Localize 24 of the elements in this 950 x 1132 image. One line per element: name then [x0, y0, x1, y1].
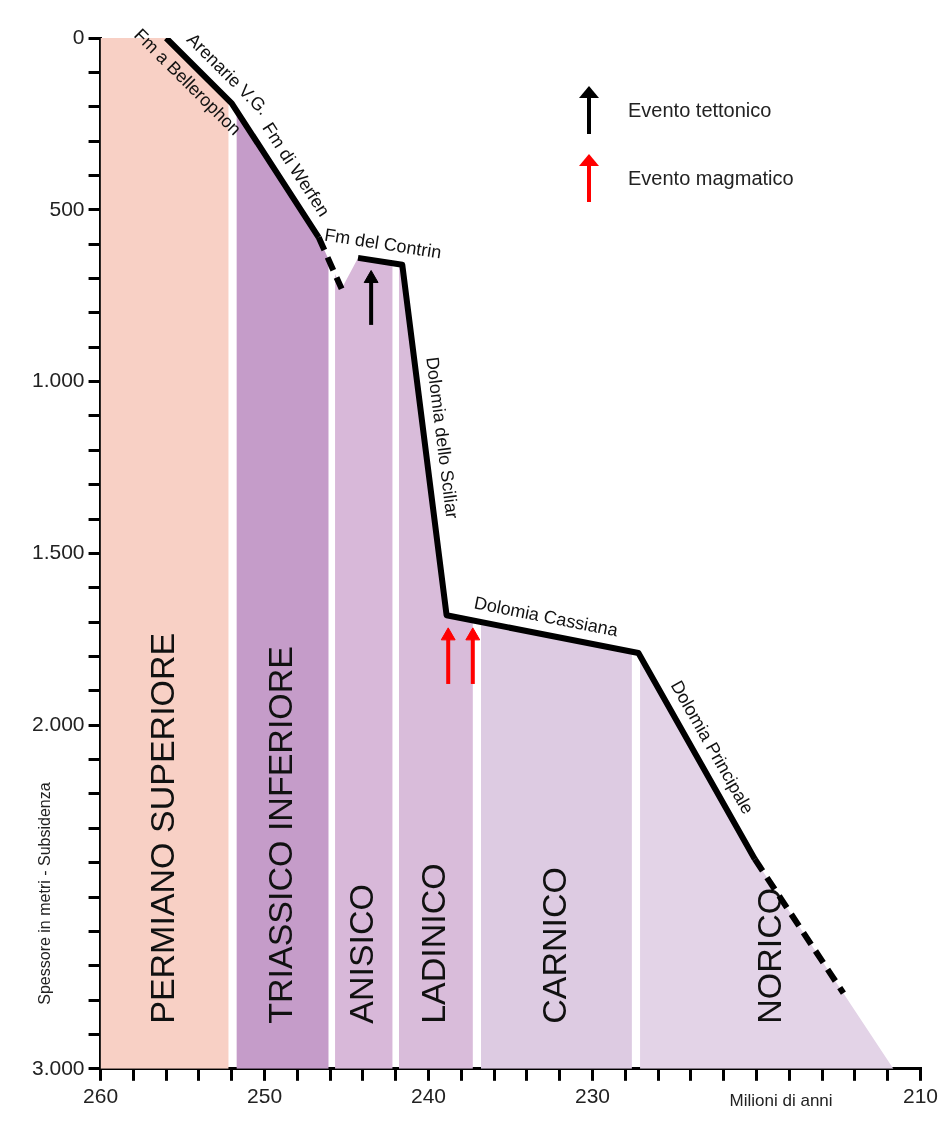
- y-tick-label: 500: [49, 196, 85, 220]
- y-axis-title: Spessore in metri - Subsidenza: [35, 782, 53, 1005]
- annotation: Dolomia dello Sciliar: [422, 355, 463, 520]
- legend-label: Evento magmatico: [628, 166, 794, 190]
- y-tick-label: 1.000: [31, 368, 85, 392]
- band-label: LADINICO: [414, 863, 453, 1024]
- annotation: Dolomia Cassiana: [472, 592, 621, 641]
- band-label: TRIASSICO INFERIORE: [260, 645, 299, 1024]
- band-label: NORICO: [750, 887, 789, 1024]
- band-label: PERMIANO SUPERIORE: [142, 632, 181, 1024]
- x-tick-label: 210: [902, 1084, 938, 1108]
- x-tick-label: 250: [247, 1084, 283, 1108]
- x-tick-label: 240: [411, 1084, 447, 1108]
- y-tick-label: 0: [72, 24, 85, 48]
- band-label: ANISICO: [342, 883, 381, 1024]
- x-tick-label: 260: [83, 1084, 119, 1108]
- annotation: Fm del Contrin: [323, 224, 443, 263]
- band-label: CARNICO: [534, 867, 573, 1024]
- legend-label: Evento tettonico: [628, 98, 772, 122]
- y-tick-label: 2.000: [31, 712, 85, 735]
- x-tick-label: 230: [574, 1084, 611, 1108]
- x-axis-title: Milioni di anni: [729, 1091, 833, 1111]
- y-tick-label: 1.500: [31, 540, 85, 564]
- y-tick-label: 3.000: [31, 1055, 85, 1079]
